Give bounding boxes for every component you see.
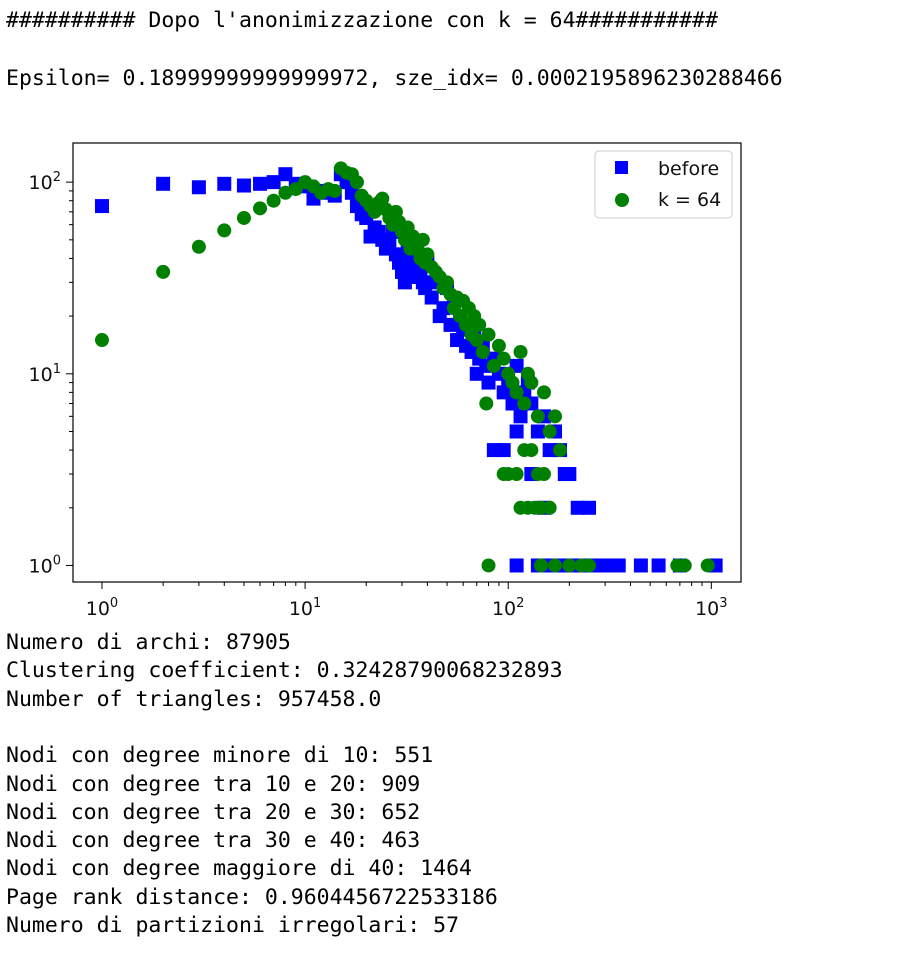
k64-point: [94, 333, 109, 348]
k64-point: [548, 558, 563, 573]
k64-point: [479, 396, 494, 411]
k64-point: [533, 558, 548, 573]
k64-point: [475, 344, 490, 359]
k64-point: [253, 201, 268, 216]
x-tick-label: 102: [492, 596, 524, 620]
before-point: [562, 467, 577, 482]
k64-point: [481, 558, 496, 573]
k64-point: [236, 210, 251, 225]
chart-axes: 100 101 102 103 100 101 102: [29, 170, 728, 620]
before-point: [633, 558, 648, 573]
k64-point: [191, 239, 206, 254]
before-point: [236, 178, 251, 193]
k64-point: [375, 191, 390, 206]
k64-point: [517, 396, 532, 411]
k64-point: [582, 558, 597, 573]
k64-point: [415, 232, 430, 247]
k64-point: [536, 385, 551, 400]
y-tick-label: 102: [29, 170, 61, 194]
before-point: [156, 176, 171, 191]
k64-point: [266, 193, 281, 208]
before-point: [598, 558, 613, 573]
stats-line: Nodi con degree tra 20 e 30: 652: [6, 799, 421, 825]
stats-line: Numero di partizioni irregolari: 57: [6, 913, 460, 938]
k64-point: [156, 264, 171, 279]
k64-point: [700, 558, 715, 573]
k64-point: [513, 344, 528, 359]
stats-line: Clustering coefficient: 0.32428790068232…: [6, 658, 563, 684]
before-point: [424, 290, 439, 305]
k64-point: [562, 558, 577, 573]
page-title: ########## Dopo l'anonimizzazione con k …: [6, 8, 718, 33]
stats-line: Nodi con degree maggiore di 40: 1464: [6, 856, 472, 882]
legend-label-before: before: [658, 158, 719, 180]
chart-legend: before k = 64: [594, 150, 733, 219]
before-point: [570, 500, 585, 515]
k64-point: [217, 223, 232, 238]
stats-line: Number of triangles: 957458.0: [6, 686, 382, 712]
k64-point: [542, 500, 557, 515]
k64-point: [509, 385, 524, 400]
chart-marks: [94, 161, 723, 573]
k64-point: [536, 467, 551, 482]
legend-label-k64: k = 64: [658, 189, 721, 211]
k64-point: [496, 467, 511, 482]
before-point: [266, 175, 281, 190]
k64-point: [553, 443, 568, 458]
k64-point: [349, 175, 364, 190]
stats-line: Nodi con degree tra 10 e 20: 909: [6, 771, 421, 797]
before-point: [217, 176, 232, 191]
x-tick-label: 103: [695, 596, 727, 620]
k64-point: [486, 358, 501, 373]
k64-point: [542, 424, 557, 439]
x-tick-label: 100: [86, 596, 118, 620]
stats-line: Nodi con degree minore di 10: 551: [6, 743, 434, 769]
before-point: [94, 199, 109, 214]
legend-box: [594, 150, 733, 219]
before-point: [513, 409, 528, 424]
stats-line: Nodi con degree tra 30 e 40: 463: [6, 828, 421, 854]
k64-point: [509, 467, 524, 482]
k64-point: [677, 558, 692, 573]
before-point: [505, 396, 520, 411]
stats-line: Numero di archi: 87905: [6, 630, 291, 655]
before-point: [397, 275, 412, 290]
k64-point: [496, 351, 511, 366]
before-point: [530, 424, 545, 439]
before-point: [582, 500, 597, 515]
before-point: [651, 558, 666, 573]
before-point: [509, 558, 524, 573]
stats-line: Page rank distance: 0.9604456722533186: [6, 884, 498, 910]
y-tick-label: 101: [29, 362, 61, 386]
before-point: [253, 176, 268, 191]
k64-point: [472, 317, 487, 332]
legend-marker-k64: [615, 193, 629, 207]
before-point: [611, 558, 626, 573]
x-tick-label: 101: [289, 596, 321, 620]
before-point: [191, 180, 206, 195]
epsilon-line: Epsilon= 0.18999999999999972, sze_idx= 0…: [6, 66, 783, 91]
legend-marker-before: [615, 161, 628, 174]
y-tick-label: 100: [29, 553, 61, 577]
k64-point: [469, 333, 484, 348]
before-point: [382, 236, 397, 251]
k64-point: [491, 338, 506, 353]
k64-point: [327, 183, 342, 198]
before-point: [509, 424, 524, 439]
before-point: [496, 443, 511, 458]
k64-point: [524, 375, 539, 390]
k64-point: [530, 409, 545, 424]
k64-point: [524, 443, 539, 458]
k64-point: [481, 327, 496, 342]
k64-point: [440, 275, 455, 290]
k64-point: [420, 247, 435, 262]
degree-distribution-chart: 100 101 102 103 100 101 102 before k = 64: [29, 142, 742, 620]
k64-point: [548, 409, 563, 424]
